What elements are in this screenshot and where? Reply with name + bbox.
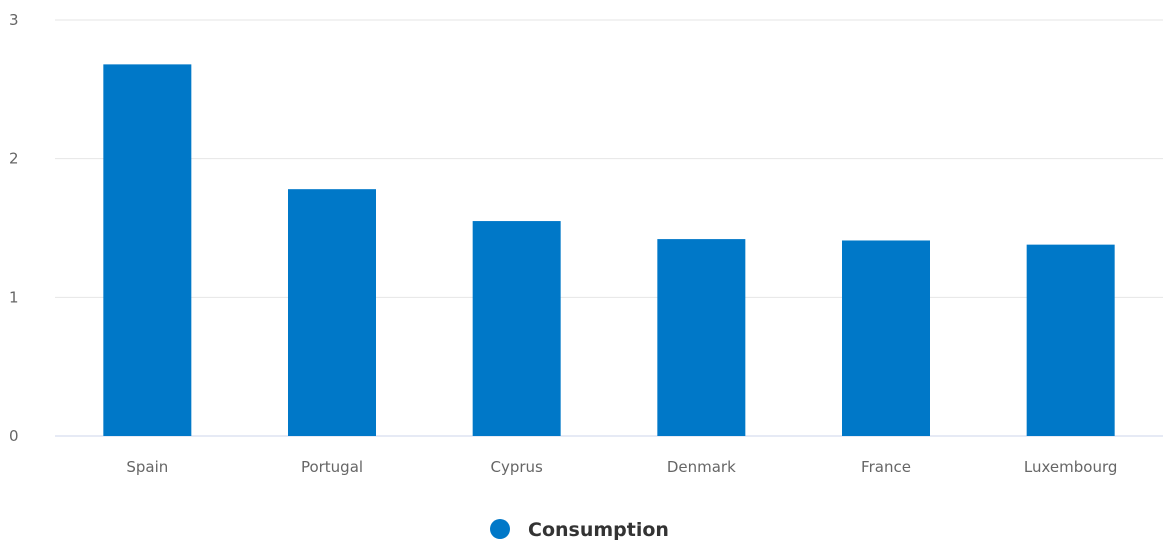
x-tick-label: Luxembourg xyxy=(1024,458,1118,476)
y-tick-label: 1 xyxy=(9,288,19,306)
bar-luxembourg[interactable] xyxy=(1026,244,1115,436)
bar-portugal[interactable] xyxy=(288,189,376,436)
gridlines xyxy=(55,19,1163,437)
y-tick-label: 2 xyxy=(9,150,19,168)
bar-france[interactable] xyxy=(842,240,930,436)
x-axis-ticks: Spain Portugal Cyprus Denmark France Luxembou… xyxy=(126,458,1117,476)
y-tick-label: 0 xyxy=(9,427,19,445)
legend[interactable]: Consumption xyxy=(490,519,669,541)
legend-label-consumption[interactable]: Consumption xyxy=(528,519,669,541)
y-tick-label: 3 xyxy=(9,11,19,29)
x-tick-label: Cyprus xyxy=(490,458,543,476)
x-tick-label: Denmark xyxy=(667,458,736,476)
bar-denmark[interactable] xyxy=(657,239,746,436)
bar-cyprus[interactable] xyxy=(472,221,561,436)
y-axis-ticks: 0 1 2 3 xyxy=(9,11,19,445)
x-tick-label: France xyxy=(861,458,911,476)
bar-spain[interactable] xyxy=(103,64,192,436)
bars xyxy=(103,64,1115,436)
legend-marker-consumption[interactable] xyxy=(490,519,510,539)
x-tick-label: Spain xyxy=(126,458,168,476)
x-tick-label: Portugal xyxy=(301,458,363,476)
